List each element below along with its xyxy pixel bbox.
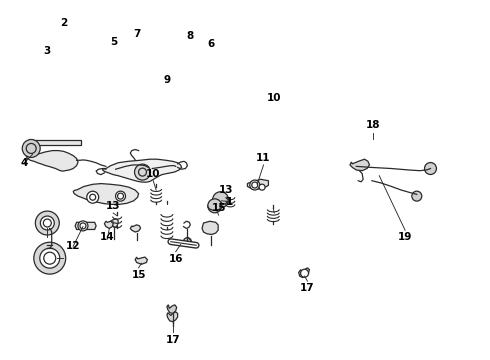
Text: 16: 16 — [169, 254, 183, 264]
Text: 10: 10 — [267, 93, 282, 103]
Circle shape — [87, 191, 98, 203]
Text: 18: 18 — [366, 121, 380, 130]
Text: 5: 5 — [111, 37, 118, 47]
Circle shape — [35, 211, 59, 235]
Text: 11: 11 — [256, 153, 271, 163]
Text: 2: 2 — [60, 18, 67, 28]
Text: 7: 7 — [133, 29, 140, 39]
Circle shape — [135, 164, 150, 180]
Text: 15: 15 — [131, 270, 146, 280]
Polygon shape — [28, 140, 81, 145]
Text: 17: 17 — [166, 334, 180, 345]
Text: 6: 6 — [207, 39, 215, 49]
Circle shape — [116, 191, 125, 201]
Polygon shape — [108, 219, 118, 227]
Polygon shape — [135, 257, 147, 264]
Text: 10: 10 — [146, 168, 161, 179]
Circle shape — [259, 184, 265, 190]
Polygon shape — [102, 159, 182, 182]
Polygon shape — [167, 312, 178, 321]
Polygon shape — [202, 221, 218, 234]
Circle shape — [183, 238, 192, 246]
Text: 14: 14 — [100, 232, 115, 242]
Polygon shape — [73, 184, 139, 204]
Polygon shape — [104, 221, 113, 228]
Circle shape — [300, 269, 309, 277]
Circle shape — [40, 216, 54, 230]
Text: 17: 17 — [300, 283, 315, 293]
Circle shape — [78, 221, 88, 231]
Polygon shape — [167, 305, 177, 314]
Text: 13: 13 — [219, 185, 234, 195]
Circle shape — [40, 248, 60, 268]
Circle shape — [208, 199, 221, 213]
Text: 15: 15 — [211, 203, 226, 213]
Circle shape — [22, 139, 40, 157]
Circle shape — [250, 180, 260, 190]
Circle shape — [412, 191, 422, 201]
Polygon shape — [350, 159, 369, 171]
Text: 4: 4 — [21, 158, 28, 168]
Polygon shape — [26, 150, 78, 171]
Circle shape — [213, 192, 228, 208]
Polygon shape — [130, 225, 141, 232]
Circle shape — [34, 242, 66, 274]
Polygon shape — [247, 179, 269, 189]
Text: 3: 3 — [44, 46, 51, 56]
Text: 8: 8 — [187, 31, 194, 41]
Circle shape — [424, 163, 437, 175]
Text: 12: 12 — [66, 241, 80, 251]
Text: 1: 1 — [226, 197, 233, 207]
Text: 9: 9 — [163, 75, 171, 85]
Polygon shape — [299, 268, 309, 278]
Text: 19: 19 — [398, 232, 412, 242]
Polygon shape — [75, 222, 96, 229]
Text: 13: 13 — [106, 201, 121, 211]
